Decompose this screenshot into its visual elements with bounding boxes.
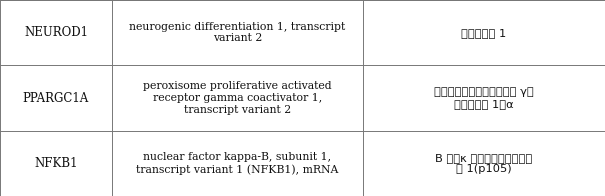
- Text: nuclear factor kappa-B, subunit 1,
transcript variant 1 (NFKB1), mRNA: nuclear factor kappa-B, subunit 1, trans…: [136, 152, 339, 174]
- Text: NEUROD1: NEUROD1: [24, 26, 88, 39]
- Text: PPARGC1A: PPARGC1A: [23, 92, 89, 104]
- Text: peroxisome proliferative activated
receptor gamma coactivator 1,
transcript vari: peroxisome proliferative activated recep…: [143, 81, 332, 115]
- Text: NFKB1: NFKB1: [34, 157, 77, 170]
- Text: neurogenic differentiation 1, transcript
variant 2: neurogenic differentiation 1, transcript…: [129, 22, 345, 44]
- Text: 过氧化物酶体增殖活化受体 γ，
辅激活蛋白 1，α: 过氧化物酶体增殖活化受体 γ， 辅激活蛋白 1，α: [434, 87, 534, 109]
- Text: B 细胞κ 轻肽基因增强子核因
子 1(p105): B 细胞κ 轻肽基因增强子核因 子 1(p105): [436, 152, 532, 174]
- Text: 神经性分化 1: 神经性分化 1: [462, 28, 506, 38]
